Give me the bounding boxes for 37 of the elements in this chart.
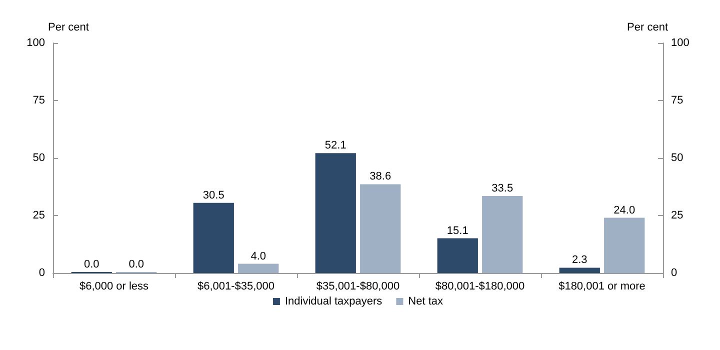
bar bbox=[315, 153, 356, 273]
bar bbox=[559, 268, 600, 273]
y-tick-label: 100 bbox=[26, 37, 45, 49]
legend-label: Net tax bbox=[408, 296, 444, 308]
y-tick-label: 75 bbox=[32, 94, 45, 106]
y2-tick-label: 0 bbox=[671, 267, 678, 279]
y2-tick-label: 75 bbox=[671, 94, 684, 106]
bar bbox=[482, 196, 523, 273]
data-label: 52.1 bbox=[324, 140, 346, 152]
y2-axis-title: Per cent bbox=[627, 22, 668, 34]
data-label: 38.6 bbox=[370, 170, 392, 183]
data-label: 0.0 bbox=[84, 258, 100, 270]
y-axis-title: Per cent bbox=[48, 22, 89, 34]
data-label: 30.5 bbox=[202, 189, 224, 202]
x-tick-label: $80,001-$180,000 bbox=[435, 280, 525, 292]
bar bbox=[437, 238, 478, 273]
data-label: 33.5 bbox=[492, 182, 514, 194]
y-tick-label: 25 bbox=[32, 210, 45, 222]
y2-tick-label: 100 bbox=[671, 37, 690, 49]
y-tick-label: 50 bbox=[32, 152, 45, 164]
x-tick-label: $35,001-$80,000 bbox=[316, 280, 400, 292]
y2-tick-label: 25 bbox=[671, 210, 684, 222]
data-label: 15.1 bbox=[446, 224, 468, 237]
bar bbox=[360, 184, 401, 273]
data-label: 0.0 bbox=[128, 258, 144, 270]
bar bbox=[193, 202, 234, 273]
legend-label: Individual taxpayers bbox=[284, 296, 383, 308]
x-tick-label: $6,000 or less bbox=[79, 280, 150, 292]
bar bbox=[604, 218, 645, 273]
data-label: 2.3 bbox=[572, 254, 588, 266]
x-tick-label: $6,001-$35,000 bbox=[197, 280, 275, 292]
y2-tick-label: 50 bbox=[671, 152, 684, 164]
data-label: 24.0 bbox=[614, 204, 636, 216]
bar bbox=[238, 264, 279, 273]
x-tick-label: $180,001 or more bbox=[558, 280, 646, 292]
y-tick-label: 0 bbox=[38, 267, 45, 279]
data-label: 4.0 bbox=[250, 250, 266, 262]
